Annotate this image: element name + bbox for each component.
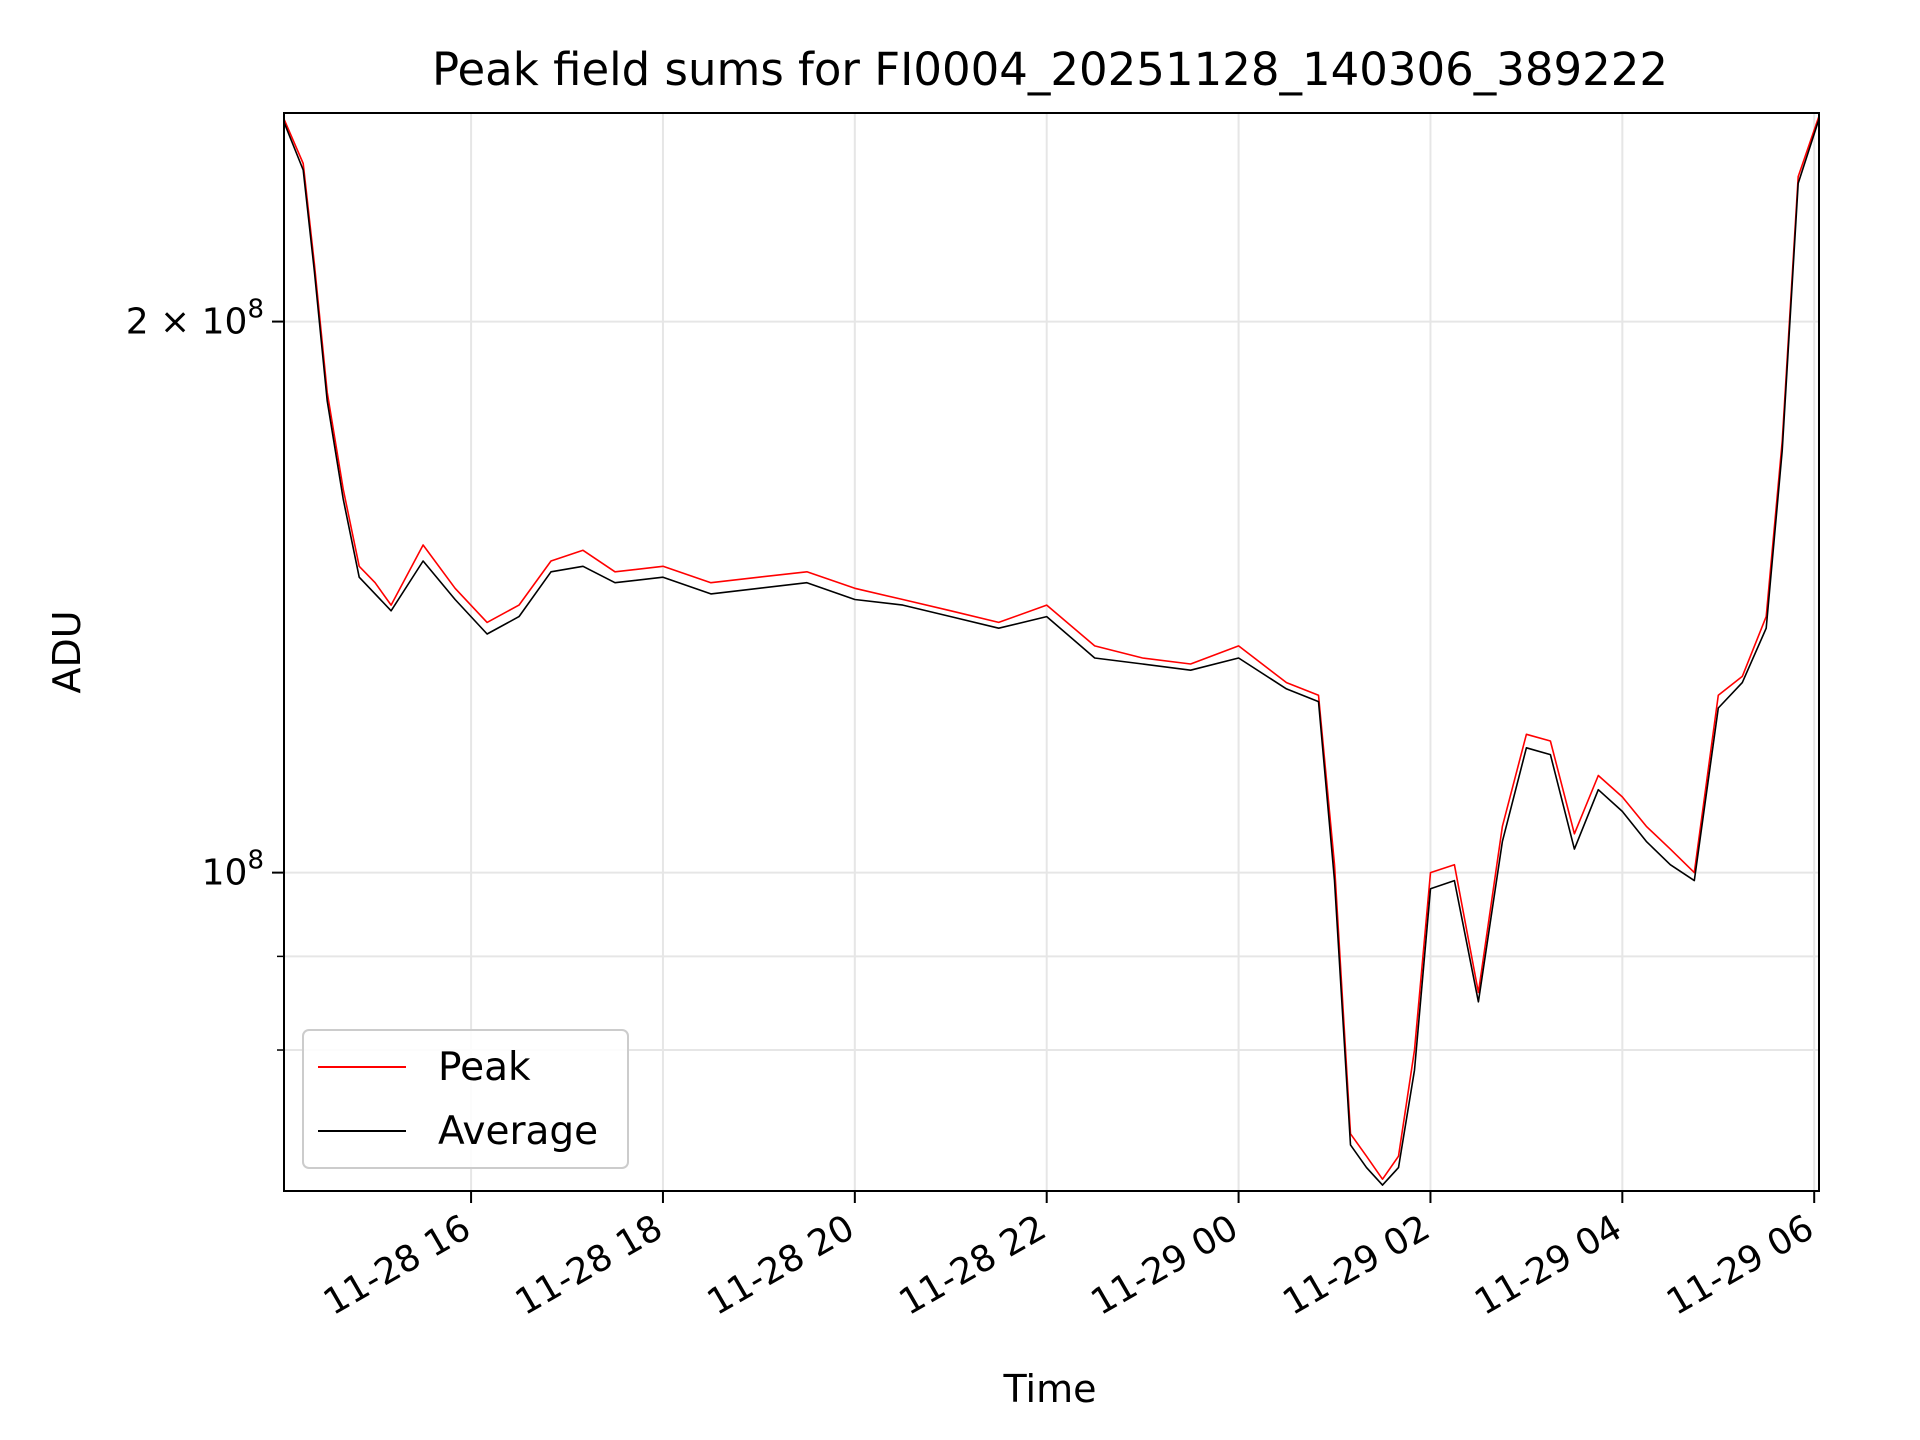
legend-box (302, 1029, 629, 1169)
legend-peak-label: Peak (438, 1045, 531, 1090)
series-line-average (283, 118, 1820, 1186)
series-line-peak (283, 115, 1820, 1180)
chart-title: Peak field sums for FI0004_20251128_1403… (432, 43, 1668, 96)
y-axis-label: ADU (45, 610, 89, 693)
legend-average-label: Average (438, 1109, 598, 1154)
plot-frame (283, 112, 1820, 1192)
legend: Peak Average (302, 1029, 629, 1169)
x-axis-label: Time (1003, 1367, 1097, 1411)
plot-series (283, 115, 1820, 1186)
y-tick-label: 2 × 108 (126, 295, 264, 343)
